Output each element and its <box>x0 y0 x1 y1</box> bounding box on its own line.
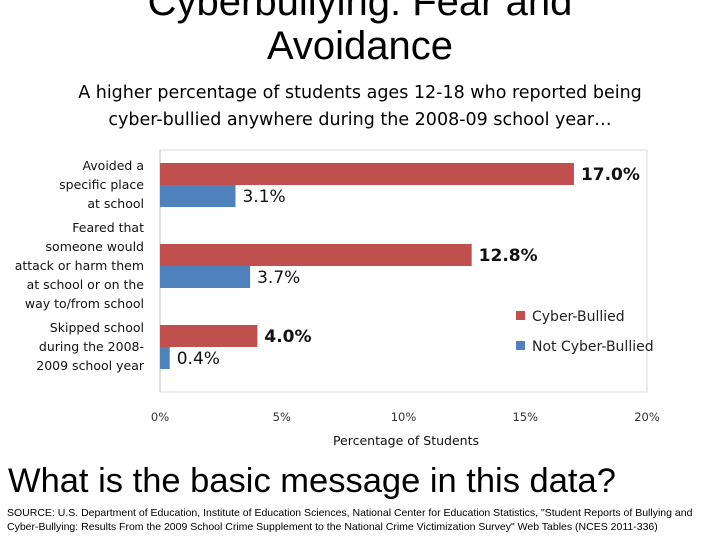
category-label-line: specific place <box>59 177 144 192</box>
bar-not-cyber-bullied-0 <box>160 185 236 207</box>
subtitle-line-2: cyber-bullied anywhere during the 2008-0… <box>108 110 612 130</box>
category-label-line: someone would <box>46 239 144 254</box>
bar-not-cyber-bullied-2 <box>160 347 170 369</box>
slide-title: Cyberbullying: Fear and Avoidance <box>0 0 720 68</box>
data-label-cyber-bullied-0: 17.0% <box>581 165 640 185</box>
category-label-line: way to/from school <box>25 296 144 311</box>
x-tick-label-0: 0% <box>151 410 169 424</box>
category-label-line: 2009 school year <box>36 358 145 373</box>
x-tick-label-3: 15% <box>512 410 538 424</box>
category-label-line: attack or harm them <box>15 258 144 273</box>
data-label-cyber-bullied-1: 12.8% <box>479 246 538 266</box>
slide-title-line-2: Avoidance <box>266 24 454 68</box>
data-label-not-cyber-bullied-1: 3.7% <box>257 268 300 288</box>
bar-not-cyber-bullied-1 <box>160 266 251 288</box>
subtitle-line-1: A higher percentage of students ages 12-… <box>78 83 642 103</box>
bar-cyber-bullied-2 <box>160 325 258 347</box>
data-label-not-cyber-bullied-0: 3.1% <box>242 187 285 207</box>
category-label-2: Skipped school during the 2008- 2009 schoo… <box>36 320 145 373</box>
legend-label-cyber-bullied: Cyber-Bullied <box>532 309 625 325</box>
category-label-line: Avoided a <box>82 158 144 173</box>
chart-subtitle: A higher percentage of students ages 12-… <box>20 80 700 134</box>
x-axis-title: Percentage of Students <box>333 433 479 448</box>
x-tick-label-2: 10% <box>391 410 417 424</box>
discussion-question: What is the basic message in this data? <box>8 462 616 500</box>
category-label-1: Feared that someone would attack or harm t… <box>15 220 145 311</box>
bar-chart: 17.0% 12.8% 4.0% 3.1% 3.7% 0.4% Avoided a speci… <box>15 149 660 448</box>
data-label-not-cyber-bullied-2: 0.4% <box>177 349 220 369</box>
x-tick-label-4: 20% <box>634 410 660 424</box>
category-label-line: during the 2008- <box>39 339 144 354</box>
bar-cyber-bullied-0 <box>160 163 574 185</box>
data-label-cyber-bullied-2: 4.0% <box>264 327 311 347</box>
source-citation: SOURCE: U.S. Department of Education, In… <box>7 507 693 533</box>
category-label-line: Feared that <box>72 220 144 235</box>
bar-cyber-bullied-1 <box>160 244 472 266</box>
category-label-line: at school or on the <box>27 277 145 292</box>
legend-label-not-cyber-bullied: Not Cyber-Bullied <box>532 339 654 355</box>
category-label-line: at school <box>87 196 144 211</box>
category-label-line: Skipped school <box>50 320 144 335</box>
x-tick-label-1: 5% <box>273 410 291 424</box>
category-label-0: Avoided a specific place at school <box>59 158 144 211</box>
legend-swatch-cyber-bullied <box>516 311 525 320</box>
slide-title-line-1: Cyberbullying: Fear and <box>147 0 573 24</box>
legend-swatch-not-cyber-bullied <box>516 341 525 350</box>
